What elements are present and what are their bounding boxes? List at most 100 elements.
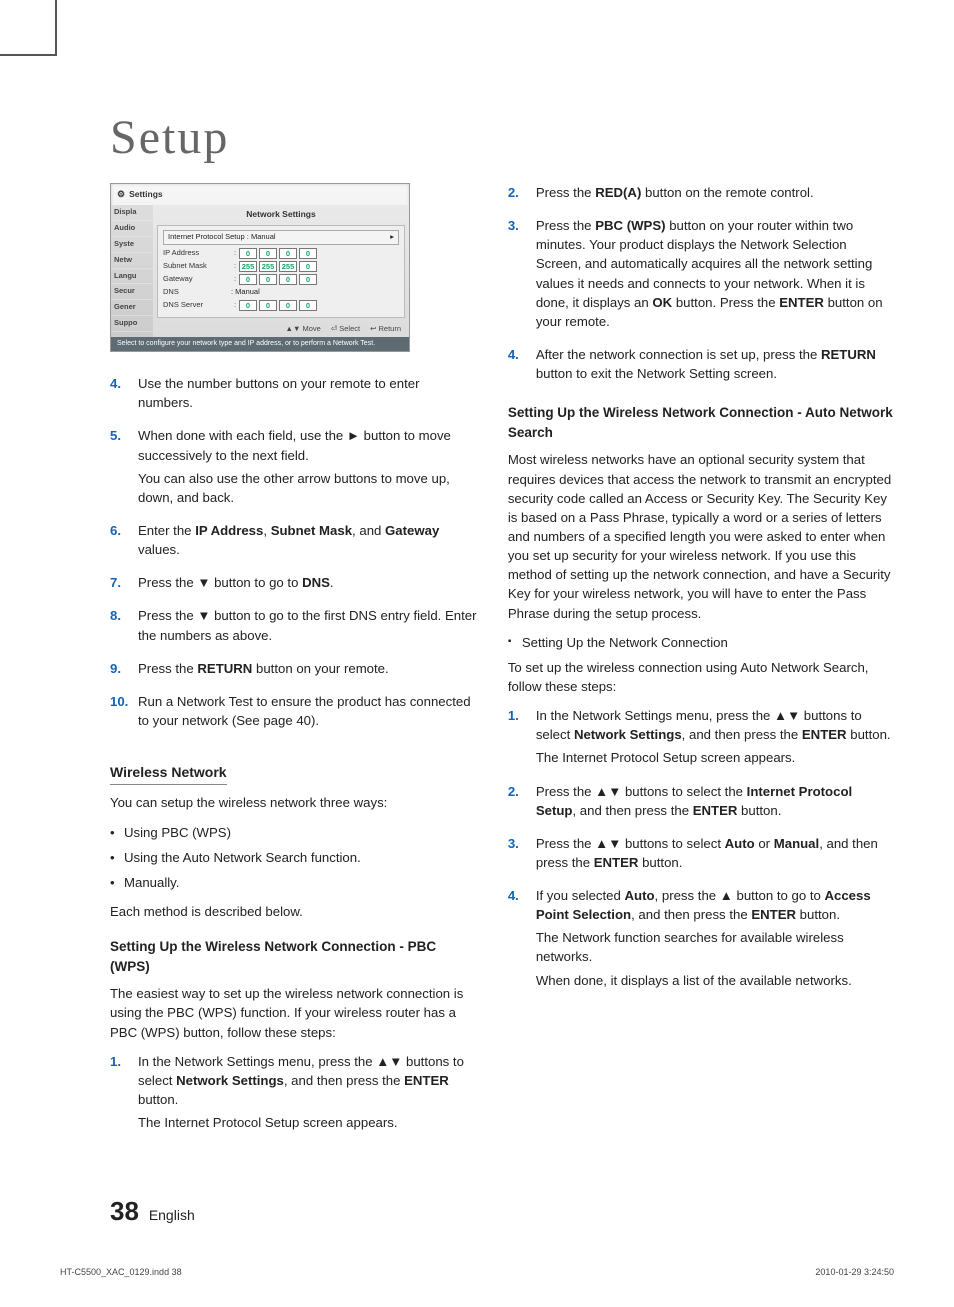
row-dns-server: DNS Server : 0 0 0 0 <box>163 300 399 311</box>
octet: 0 <box>299 300 317 311</box>
steps-pbc-right: 2.Press the RED(A) button on the remote … <box>508 183 894 387</box>
steps-auto: 1.In the Network Settings menu, press th… <box>508 706 894 994</box>
print-line: HT-C5500_XAC_0129.indd 38 2010-01-29 3:2… <box>60 1267 894 1277</box>
step-number: 4. <box>110 374 138 416</box>
step-paragraph: If you selected Auto, press the ▲ button… <box>536 886 894 924</box>
page-footer: 38 English <box>110 1196 195 1227</box>
panel-title: Network Settings <box>153 205 409 223</box>
steps-left-a: 4.Use the number buttons on your remote … <box>110 374 478 734</box>
step-number: 4. <box>508 886 536 994</box>
settings-footer-note: Select to configure your network type an… <box>111 337 409 351</box>
step-text: Press the ▲▼ buttons to select the Inter… <box>536 782 894 824</box>
crop-mark-vertical <box>55 0 57 56</box>
step-text: Press the PBC (WPS) button on your route… <box>536 216 894 335</box>
step-number: 1. <box>110 1052 138 1137</box>
step-paragraph: In the Network Settings menu, press the … <box>536 706 894 744</box>
step-paragraph: When done with each field, use the ► but… <box>138 426 478 464</box>
step-paragraph: Press the ▲▼ buttons to select Auto or M… <box>536 834 894 872</box>
step-item: 2.Press the ▲▼ buttons to select the Int… <box>508 782 894 824</box>
step-paragraph: Press the RETURN button on your remote. <box>138 659 478 678</box>
octet: 0 <box>299 248 317 259</box>
step-item: 3.Press the ▲▼ buttons to select Auto or… <box>508 834 894 876</box>
step-text: Press the ▼ button to go to the first DN… <box>138 606 478 648</box>
step-text: After the network connection is set up, … <box>536 345 894 387</box>
octet: 255 <box>239 261 257 272</box>
step-paragraph: Use the number buttons on your remote to… <box>138 374 478 412</box>
step-item: 4.Use the number buttons on your remote … <box>110 374 478 416</box>
side-item: Syste <box>111 237 153 253</box>
octet: 0 <box>279 274 297 285</box>
step-paragraph: Press the ▼ button to go to DNS. <box>138 573 478 592</box>
step-number: 2. <box>508 782 536 824</box>
ips-bar: Internet Protocol Setup : Manual ▸ <box>163 230 399 245</box>
step-paragraph: Press the PBC (WPS) button on your route… <box>536 216 894 331</box>
octet: 255 <box>279 261 297 272</box>
gear-icon: ⚙ <box>117 188 125 201</box>
step-item: 3.Press the PBC (WPS) button on your rou… <box>508 216 894 335</box>
return-icon: ↩ <box>370 324 376 333</box>
side-item: Secur <box>111 284 153 300</box>
hint-move: Move <box>303 324 321 333</box>
heading-wireless: Wireless Network <box>110 762 227 785</box>
side-item: Gener <box>111 300 153 316</box>
list-item: Manually. <box>110 873 478 892</box>
step-number: 7. <box>110 573 138 596</box>
step-paragraph: Press the ▲▼ buttons to select the Inter… <box>536 782 894 820</box>
settings-screenshot: ⚙ Settings Displa Audio Syste Netw Langu… <box>110 183 410 352</box>
left-column: ⚙ Settings Displa Audio Syste Netw Langu… <box>110 183 478 1146</box>
list-item: Setting Up the Network Connection <box>508 633 894 652</box>
page-title: Setup <box>110 110 894 165</box>
step-paragraph: The Network function searches for availa… <box>536 928 894 966</box>
row-label: DNS <box>163 287 231 298</box>
side-item: Langu <box>111 269 153 285</box>
octet: 0 <box>299 274 317 285</box>
hint-bar: ▲▼ Move ⏎ Select ↩ Return <box>153 324 409 337</box>
step-text: Enter the IP Address, Subnet Mask, and G… <box>138 521 478 563</box>
step-item: 6.Enter the IP Address, Subnet Mask, and… <box>110 521 478 563</box>
wireless-bullets: Using PBC (WPS) Using the Auto Network S… <box>110 823 478 892</box>
settings-header: Settings <box>129 188 163 200</box>
step-text: Press the RETURN button on your remote. <box>138 659 478 682</box>
step-item: 5.When done with each field, use the ► b… <box>110 426 478 511</box>
print-file: HT-C5500_XAC_0129.indd 38 <box>60 1267 182 1277</box>
step-number: 2. <box>508 183 536 206</box>
step-item: 4.After the network connection is set up… <box>508 345 894 387</box>
step-number: 1. <box>508 706 536 771</box>
step-paragraph: The Internet Protocol Setup screen appea… <box>138 1113 478 1132</box>
row-label: Gateway <box>163 274 231 285</box>
step-text: In the Network Settings menu, press the … <box>536 706 894 771</box>
updown-icon: ▲▼ <box>286 324 301 333</box>
auto-intro: Most wireless networks have an optional … <box>508 450 894 622</box>
step-paragraph: Press the RED(A) button on the remote co… <box>536 183 894 202</box>
step-number: 8. <box>110 606 138 648</box>
step-number: 3. <box>508 216 536 335</box>
step-item: 8.Press the ▼ button to go to the first … <box>110 606 478 648</box>
row-label: DNS Server <box>163 300 231 311</box>
row-label: Subnet Mask <box>163 261 231 272</box>
step-text: If you selected Auto, press the ▲ button… <box>536 886 894 994</box>
step-text: Press the ▼ button to go to DNS. <box>138 573 478 596</box>
chevron-right-icon: ▸ <box>390 232 394 243</box>
auto-square-bullet: Setting Up the Network Connection <box>508 633 894 652</box>
step-item: 9.Press the RETURN button on your remote… <box>110 659 478 682</box>
hint-return: Return <box>378 324 401 333</box>
hint-select: Select <box>339 324 360 333</box>
crop-mark-horizontal <box>0 54 57 56</box>
dns-mode: : Manual <box>231 287 260 298</box>
side-item: Netw <box>111 253 153 269</box>
print-stamp: 2010-01-29 3:24:50 <box>815 1267 894 1277</box>
enter-icon: ⏎ <box>331 324 337 333</box>
wireless-outro: Each method is described below. <box>110 902 478 921</box>
step-paragraph: You can also use the other arrow buttons… <box>138 469 478 507</box>
step-paragraph: Run a Network Test to ensure the product… <box>138 692 478 730</box>
step-item: 7.Press the ▼ button to go to DNS. <box>110 573 478 596</box>
step-number: 3. <box>508 834 536 876</box>
octet: 0 <box>299 261 317 272</box>
auto-lead: To set up the wireless connection using … <box>508 658 894 696</box>
row-subnet: Subnet Mask : 255 255 255 0 <box>163 261 399 272</box>
page-lang: English <box>149 1207 195 1223</box>
octet: 0 <box>279 248 297 259</box>
step-text: When done with each field, use the ► but… <box>138 426 478 511</box>
octet: 0 <box>239 274 257 285</box>
step-number: 9. <box>110 659 138 682</box>
